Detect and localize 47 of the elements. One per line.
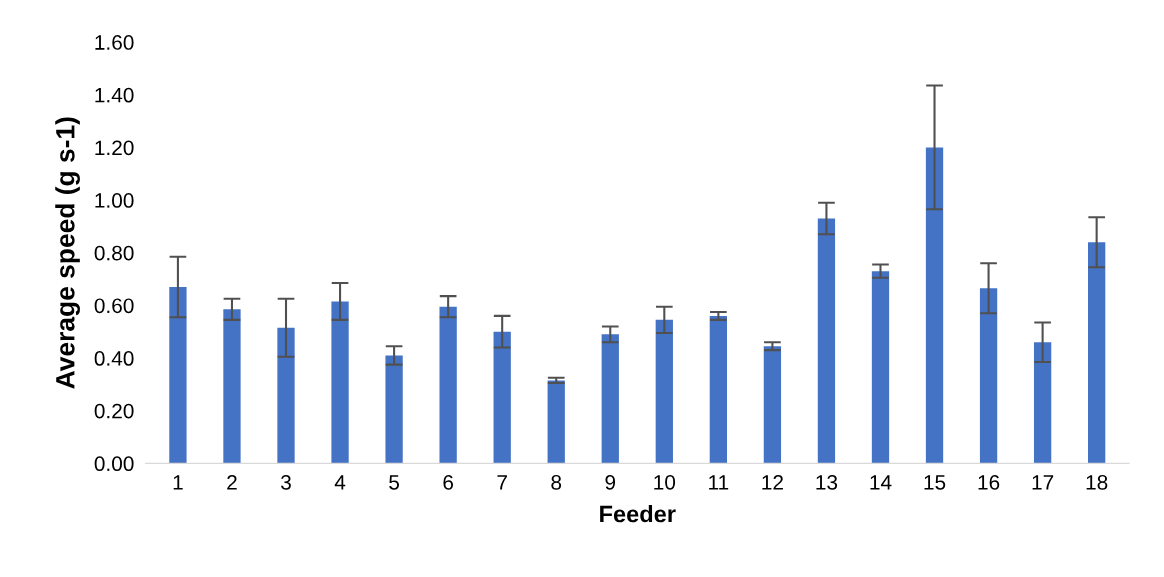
x-tick-label: 8 xyxy=(551,474,562,490)
x-tick-label: 6 xyxy=(443,474,454,490)
y-tick-label: 0.00 xyxy=(94,456,134,472)
x-tick-label: 12 xyxy=(762,474,783,490)
y-tick-label: 1.00 xyxy=(95,193,134,208)
bar xyxy=(439,306,457,464)
bar xyxy=(763,346,782,464)
y-tick-label: 0.60 xyxy=(94,298,134,314)
x-tick-label: 14 xyxy=(870,475,892,490)
bar xyxy=(277,327,295,464)
bar xyxy=(385,355,403,464)
x-tick-label: 15 xyxy=(924,475,946,490)
x-tick-label: 7 xyxy=(497,475,507,490)
bar xyxy=(1033,342,1052,464)
x-tick-label: 4 xyxy=(334,475,346,490)
bar xyxy=(979,288,998,464)
y-axis-title: Average speed (g s-1) xyxy=(55,117,80,389)
x-tick-label: 13 xyxy=(816,474,838,490)
bar xyxy=(331,301,349,464)
x-tick-label: 2 xyxy=(227,474,237,490)
bar xyxy=(655,319,673,464)
x-tick-label: 3 xyxy=(281,474,291,490)
y-tick-label: 0.20 xyxy=(94,403,134,419)
y-tick-label: 1.40 xyxy=(95,87,134,103)
x-tick-label: 18 xyxy=(1086,474,1108,490)
x-axis-title: Feeder xyxy=(600,504,676,523)
x-tick-label: 1 xyxy=(173,475,183,490)
x-tick-label: 11 xyxy=(709,475,729,490)
y-tick-label: 1.20 xyxy=(95,140,134,156)
y-tick-label: 0.40 xyxy=(94,351,134,366)
bar xyxy=(1088,242,1106,464)
bar xyxy=(925,147,944,464)
bar xyxy=(223,309,241,464)
y-tick-label: 0.80 xyxy=(94,245,134,261)
x-tick-label: 17 xyxy=(1032,475,1054,490)
x-tick-label: 9 xyxy=(605,474,616,490)
bar xyxy=(871,271,890,464)
bar xyxy=(169,286,187,464)
y-tick-label: 1.60 xyxy=(95,35,134,50)
bar xyxy=(493,331,511,464)
bar xyxy=(547,380,565,464)
x-tick-label: 10 xyxy=(654,474,676,490)
x-tick-label: 16 xyxy=(978,474,1000,490)
bar xyxy=(817,218,836,464)
bar xyxy=(709,315,727,464)
x-tick-label: 5 xyxy=(389,475,400,490)
bar xyxy=(601,334,619,464)
